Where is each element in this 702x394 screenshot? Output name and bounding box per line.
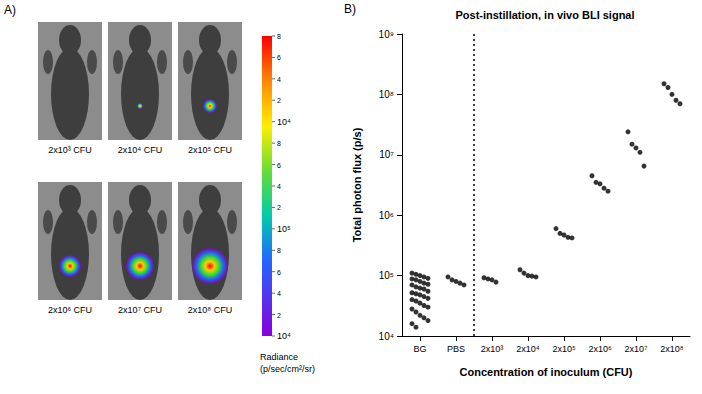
svg-text:10⁷: 10⁷: [379, 149, 394, 160]
svg-text:10⁵: 10⁵: [277, 224, 291, 234]
svg-text:4: 4: [277, 76, 281, 83]
svg-text:BG: BG: [413, 344, 426, 354]
svg-text:Radiance: Radiance: [260, 352, 298, 362]
svg-text:8: 8: [277, 247, 281, 254]
svg-text:Post-instillation, in vivo BLI: Post-instillation, in vivo BLI signal: [455, 9, 634, 21]
svg-text:10⁴: 10⁴: [379, 331, 394, 342]
html-text:B): B): [344, 2, 356, 16]
svg-text:Concentration of inoculum (CFU: Concentration of inoculum (CFU): [460, 366, 633, 378]
svg-text:2x10⁵ CFU: 2x10⁵ CFU: [188, 145, 232, 155]
svg-text:2x10³ CFU: 2x10³ CFU: [48, 145, 92, 155]
svg-text:4: 4: [277, 290, 281, 297]
svg-text:2x10³: 2x10³: [481, 344, 504, 354]
svg-text:2x10⁴ CFU: 2x10⁴ CFU: [118, 145, 162, 155]
svg-text:6: 6: [277, 162, 281, 169]
svg-text:2x10⁸: 2x10⁸: [660, 344, 684, 354]
svg-text:2x10⁵: 2x10⁵: [552, 344, 576, 354]
svg-text:A): A): [4, 3, 16, 17]
svg-text:2x10⁴: 2x10⁴: [516, 344, 540, 354]
svg-text:10⁸: 10⁸: [379, 89, 394, 100]
svg-text:10⁹: 10⁹: [379, 29, 394, 40]
svg-text:2x10⁶: 2x10⁶: [588, 344, 612, 354]
svg-text:2: 2: [277, 97, 281, 104]
svg-text:10⁴: 10⁴: [277, 117, 291, 127]
svg-text:2: 2: [277, 204, 281, 211]
svg-text:(p/sec/cm²/sr): (p/sec/cm²/sr): [260, 364, 315, 374]
svg-text:PBS: PBS: [447, 344, 465, 354]
svg-text:6: 6: [277, 54, 281, 61]
svg-text:6: 6: [277, 269, 281, 276]
svg-text:Total photon flux (p/s): Total photon flux (p/s): [351, 127, 363, 242]
svg-text:4: 4: [277, 183, 281, 190]
svg-text:8: 8: [277, 33, 281, 40]
svg-text:8: 8: [277, 140, 281, 147]
svg-text:2x10⁷: 2x10⁷: [625, 344, 648, 354]
svg-text:2x10⁷ CFU: 2x10⁷ CFU: [118, 305, 162, 315]
svg-text:2x10⁶ CFU: 2x10⁶ CFU: [48, 305, 92, 315]
svg-text:2x10⁸ CFU: 2x10⁸ CFU: [188, 305, 232, 315]
svg-text:10⁶: 10⁶: [379, 210, 394, 221]
svg-text:10⁴: 10⁴: [277, 331, 291, 341]
svg-text:10⁵: 10⁵: [379, 270, 394, 281]
svg-text:2: 2: [277, 312, 281, 319]
